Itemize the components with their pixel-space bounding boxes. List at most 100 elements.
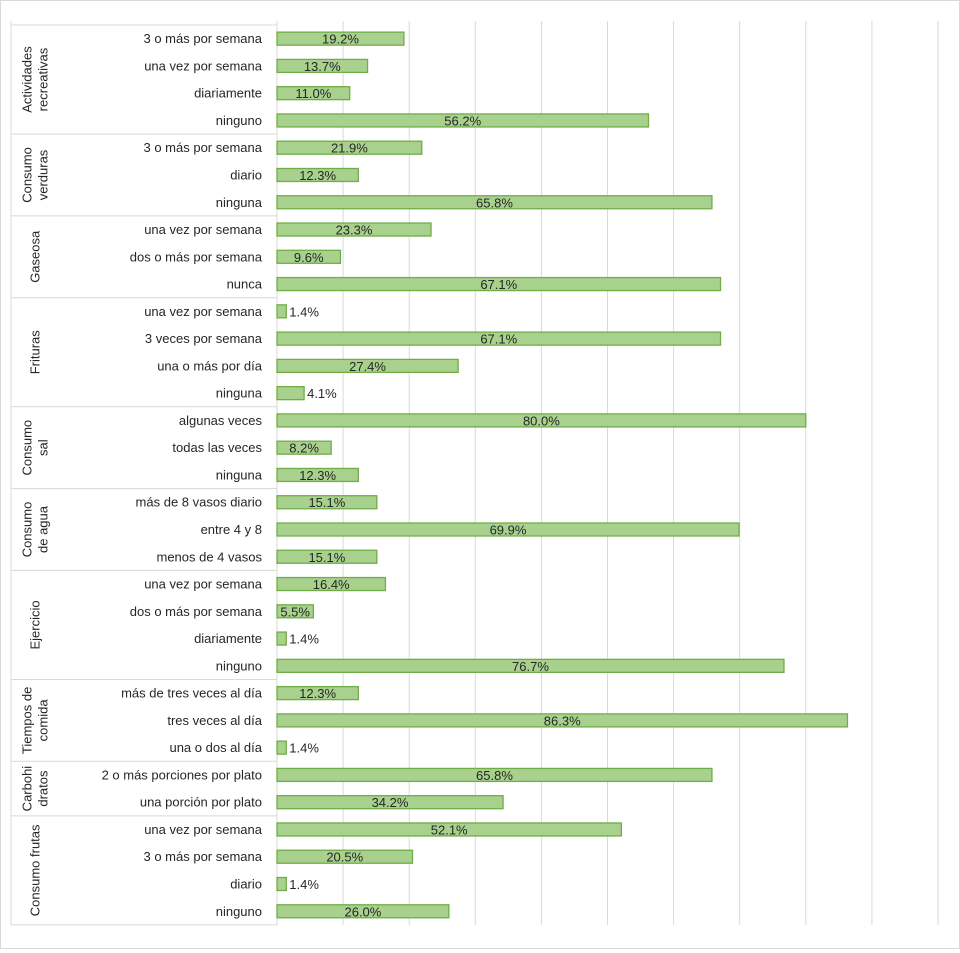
category-label: ninguna: [216, 386, 263, 401]
category-label: una vez por semana: [144, 304, 263, 319]
category-label: una vez por semana: [144, 577, 263, 592]
bar: [276, 140, 423, 155]
data-label: 13.7%: [304, 59, 341, 74]
data-label: 11.0%: [295, 86, 331, 101]
category-label: algunas veces: [179, 413, 263, 428]
bar: [276, 522, 740, 537]
data-label: 19.2%: [322, 32, 359, 47]
bar: [276, 249, 342, 264]
data-label: 4.1%: [307, 386, 337, 401]
data-label: 52.1%: [431, 822, 468, 837]
group-label: Frituras: [28, 330, 43, 375]
bar: [276, 440, 332, 455]
data-label: 34.2%: [372, 795, 409, 810]
data-label: 65.8%: [476, 768, 513, 783]
data-label: 27.4%: [349, 359, 386, 374]
data-label: 16.4%: [313, 577, 350, 592]
category-label: ninguno: [216, 904, 262, 919]
bar: [276, 576, 387, 592]
category-label: 3 veces por semana: [145, 331, 263, 346]
bar: [276, 740, 287, 755]
bar: [276, 658, 785, 673]
group-label-line: recreativas: [36, 47, 51, 111]
bar: [276, 31, 405, 46]
bar: [276, 86, 351, 101]
data-label: 9.6%: [294, 250, 324, 265]
group-label-line: Gaseosa: [28, 230, 43, 283]
category-label: tres veces al día: [167, 713, 262, 728]
category-label: nunca: [227, 277, 263, 292]
group-label-line: Frituras: [28, 330, 43, 375]
data-label: 67.1%: [480, 277, 517, 292]
bar: [276, 167, 359, 183]
category-label: ninguna: [216, 195, 263, 210]
bar: [276, 604, 315, 619]
data-label: 12.3%: [299, 468, 336, 483]
category-label: ninguno: [216, 113, 262, 128]
category-label: ninguna: [216, 467, 263, 482]
bar: [276, 331, 722, 346]
bar: [276, 795, 504, 810]
category-label: una o dos al día: [169, 740, 262, 755]
category-label: entre 4 y 8: [201, 522, 262, 537]
data-label: 76.7%: [512, 659, 549, 674]
bar: [276, 713, 849, 728]
group-label: Carbohidratos: [20, 766, 51, 812]
data-label: 20.5%: [326, 850, 363, 865]
bar: [276, 685, 359, 701]
bar: [276, 549, 378, 564]
bar: [276, 276, 722, 292]
category-label: una o más por día: [157, 358, 263, 373]
data-label: 1.4%: [289, 741, 319, 756]
data-label: 80.0%: [523, 413, 560, 428]
group-label-line: dratos: [36, 770, 51, 807]
data-label: 8.2%: [289, 441, 319, 456]
data-label: 65.8%: [476, 195, 513, 210]
category-label: diario: [230, 167, 262, 182]
group-label: Consumosal: [20, 420, 51, 476]
group-label: Actividadesrecreativas: [20, 46, 51, 113]
category-label: diario: [230, 877, 262, 892]
bar: [276, 195, 713, 210]
group-label-line: Consumo frutas: [28, 824, 43, 916]
category-label: diariamente: [194, 631, 262, 646]
bar: [276, 631, 287, 646]
data-label: 1.4%: [289, 632, 319, 647]
group-label: Consumo frutas: [28, 824, 43, 916]
bar: [276, 358, 459, 374]
category-label: 3 o más por semana: [143, 849, 262, 864]
group-label-line: Consumo: [20, 420, 35, 476]
data-label: 12.3%: [299, 168, 336, 183]
data-label: 15.1%: [308, 550, 345, 565]
group-label-line: Ejercicio: [28, 600, 43, 649]
group-label-line: Tiempos de: [20, 687, 35, 754]
data-label: 23.3%: [336, 223, 373, 238]
bar: [276, 385, 305, 401]
category-label: una vez por semana: [144, 822, 263, 837]
data-label: 56.2%: [444, 113, 481, 128]
data-label: 12.3%: [299, 686, 336, 701]
data-label: 1.4%: [289, 304, 319, 319]
data-label: 1.4%: [289, 877, 319, 892]
group-label-line: Consumo: [20, 502, 35, 558]
bar: [276, 822, 623, 837]
data-label: 69.9%: [490, 522, 527, 537]
data-label: 5.5%: [280, 604, 310, 619]
bar: [276, 876, 287, 892]
category-label: más de 8 vasos diario: [136, 495, 262, 510]
group-label: Gaseosa: [28, 230, 43, 283]
bar: [276, 222, 432, 237]
category-label: una vez por semana: [144, 58, 263, 73]
group-label-line: verduras: [36, 149, 51, 200]
group-label-line: de agua: [36, 505, 51, 553]
category-label: ninguno: [216, 658, 262, 673]
data-label: 26.0%: [344, 904, 381, 919]
category-label: diariamente: [194, 86, 262, 101]
group-label: Ejercicio: [28, 600, 43, 649]
group-label-line: Actividades: [20, 46, 35, 113]
data-label: 15.1%: [308, 495, 345, 510]
category-label: una vez por semana: [144, 222, 263, 237]
category-label: 3 o más por semana: [143, 31, 262, 46]
